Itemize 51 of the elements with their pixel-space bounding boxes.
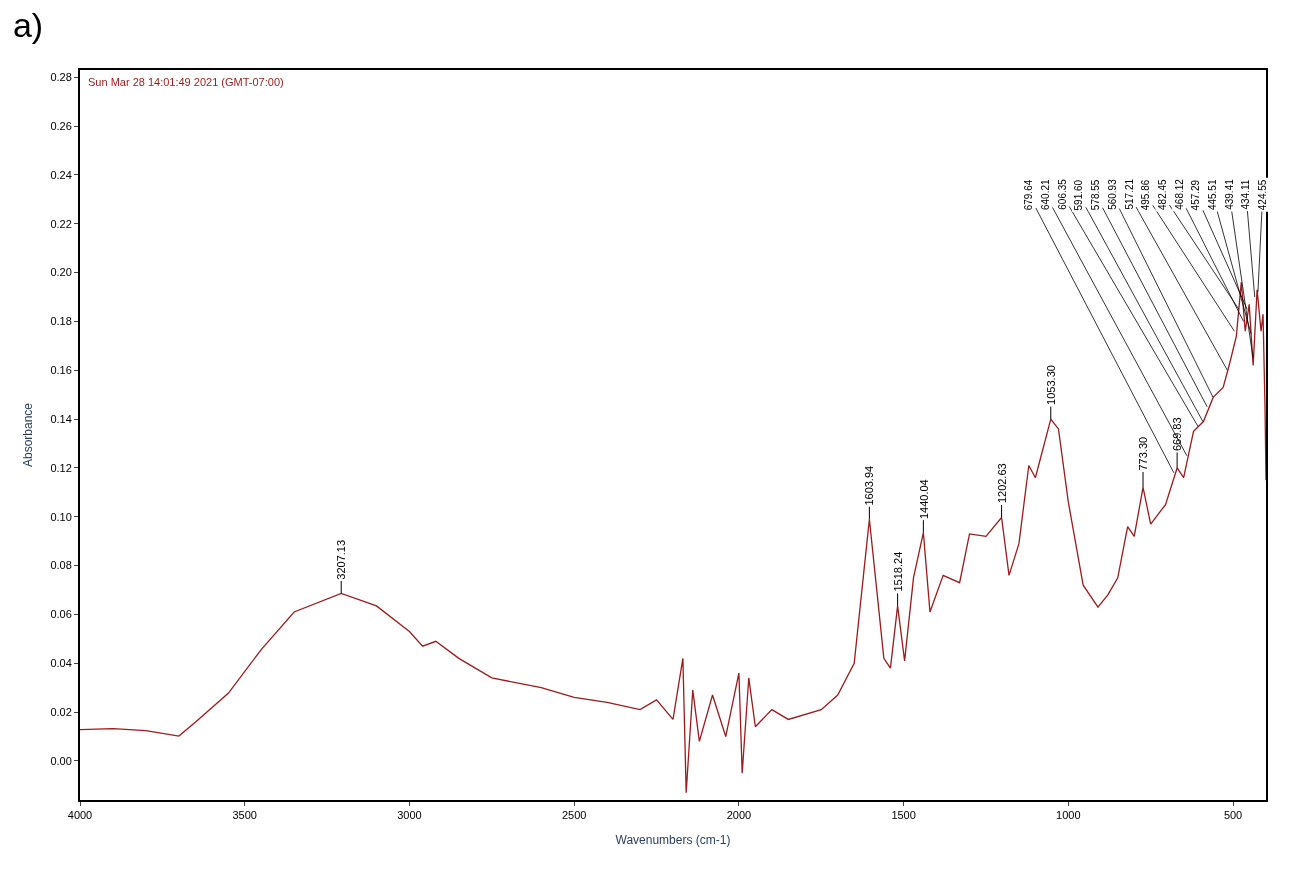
line-series <box>80 281 1266 794</box>
annotation: 482.45 <box>1156 178 1168 210</box>
annotation: 517.21 <box>1123 178 1135 210</box>
x-tick-label: 1000 <box>1056 809 1081 822</box>
y-tick-label: 0.24 <box>50 168 72 181</box>
y-tick-label: 0.02 <box>50 705 72 718</box>
annotation: 1440.04 <box>917 479 930 520</box>
annotation: 669.83 <box>1171 417 1184 452</box>
annotation: 640.21 <box>1039 179 1051 211</box>
chart-title: a) <box>12 5 44 44</box>
annotation: 591.60 <box>1073 179 1085 211</box>
y-tick-label: 0.04 <box>50 657 72 670</box>
annotation: 457.29 <box>1190 179 1202 211</box>
y-tick-label: 0.14 <box>50 412 72 425</box>
y-axis-title: Absorbance <box>21 402 36 468</box>
annotation: 439.41 <box>1223 178 1235 210</box>
x-tick-label: 3500 <box>232 809 257 822</box>
annotation: 468.12 <box>1173 178 1185 210</box>
y-tick-label: 0.18 <box>50 315 72 328</box>
y-tick-label: 0.00 <box>50 754 72 767</box>
y-tick-label: 0.10 <box>50 510 72 523</box>
x-tick-label: 2000 <box>726 809 752 822</box>
x-tick-label: 4000 <box>67 809 93 822</box>
annotation: 578.55 <box>1090 179 1102 211</box>
annotation: 3207.13 <box>334 539 347 580</box>
x-tick-label: 2500 <box>561 809 587 822</box>
y-tick-label: 0.12 <box>50 461 72 474</box>
annotation: 495.86 <box>1140 179 1152 211</box>
y-tick-label: 0.26 <box>50 120 72 132</box>
annotation: 679.64 <box>1023 179 1035 211</box>
y-tick-label: 0.28 <box>50 71 72 84</box>
annotation: 445.51 <box>1207 179 1219 211</box>
y-tick-label: 0.20 <box>50 266 72 279</box>
annotation: Sun Mar 28 14:01:49 2021 (GMT-07:00) <box>88 76 284 88</box>
annotation: 773.30 <box>1136 436 1149 471</box>
annotation: 1518.24 <box>891 551 904 592</box>
y-tick-label: 0.06 <box>50 608 72 621</box>
annotation: 434.11 <box>1240 179 1252 210</box>
x-axis-title: Wavenumbers (cm-1) <box>615 832 731 847</box>
annotation: 1603.94 <box>863 465 876 506</box>
x-tick-label: 1500 <box>891 809 916 822</box>
annotation: 1053.30 <box>1044 365 1057 405</box>
y-tick-label: 0.22 <box>50 217 72 230</box>
annotation: 560.93 <box>1106 178 1118 210</box>
y-tick-label: 0.16 <box>50 364 72 377</box>
annotation: 424.55 <box>1257 179 1269 211</box>
annotation: 606.35 <box>1056 178 1068 210</box>
x-tick-label: 3000 <box>397 809 422 822</box>
x-tick-label: 500 <box>1223 809 1243 822</box>
annotation: 1202.63 <box>996 463 1009 504</box>
y-tick-label: 0.08 <box>50 559 72 572</box>
